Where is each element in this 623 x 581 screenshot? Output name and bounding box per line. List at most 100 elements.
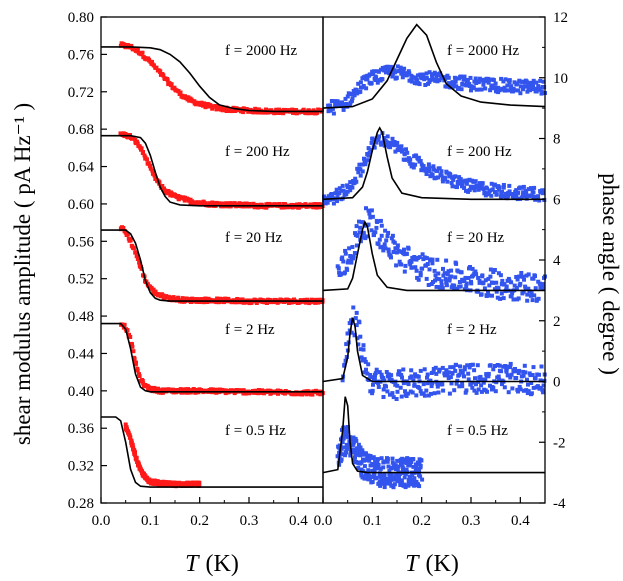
- data-point: [488, 383, 492, 388]
- data-point: [374, 225, 379, 230]
- data-point: [468, 75, 473, 80]
- data-point: [426, 283, 431, 287]
- data-point: [153, 289, 158, 294]
- data-point: [431, 167, 436, 172]
- data-point: [340, 255, 345, 260]
- data-point: [340, 452, 345, 457]
- data-point: [405, 150, 410, 155]
- data-point: [518, 91, 523, 96]
- data-point: [408, 157, 413, 162]
- data-point: [313, 300, 318, 305]
- data-point: [511, 89, 516, 94]
- data-point: [253, 388, 258, 393]
- data-point: [395, 383, 400, 388]
- data-point: [354, 224, 359, 229]
- data-point: [500, 382, 504, 387]
- fit-curve-left-3: [101, 322, 323, 393]
- data-point: [532, 293, 537, 298]
- data-point: [436, 390, 441, 395]
- data-point: [434, 74, 439, 79]
- data-point: [537, 198, 542, 203]
- fit-curve-left-0: [101, 46, 323, 113]
- data-point: [488, 363, 493, 368]
- data-point: [397, 369, 402, 374]
- left-y-tick-label: 0.48: [68, 309, 94, 325]
- data-point: [407, 457, 412, 462]
- data-point: [356, 466, 361, 470]
- data-point: [464, 83, 469, 88]
- data-point: [473, 269, 478, 274]
- data-point: [358, 347, 363, 352]
- data-point: [402, 269, 407, 274]
- data-point: [485, 186, 489, 191]
- data-point: [345, 94, 350, 99]
- data-point: [329, 99, 334, 103]
- data-point: [437, 166, 442, 171]
- data-point: [356, 442, 361, 447]
- data-point: [476, 183, 481, 188]
- data-point: [398, 385, 403, 390]
- data-point: [467, 365, 472, 370]
- data-point: [471, 179, 476, 184]
- data-point: [443, 277, 448, 281]
- fit-curve-right-3: [322, 317, 545, 383]
- data-point: [346, 258, 351, 263]
- data-point: [488, 88, 493, 93]
- data-point: [395, 467, 400, 472]
- data-point: [154, 65, 159, 70]
- data-point: [370, 480, 375, 484]
- data-point: [327, 197, 332, 202]
- data-point: [345, 189, 350, 194]
- right-series-label-20hz: f = 20 Hz: [447, 230, 505, 246]
- data-point: [464, 284, 469, 289]
- data-point: [365, 77, 370, 82]
- data-point: [326, 109, 331, 114]
- data-point: [370, 391, 375, 396]
- data-point: [440, 285, 445, 290]
- data-point: [494, 280, 499, 285]
- data-point: [521, 369, 526, 374]
- data-point: [451, 365, 456, 370]
- data-point: [434, 284, 439, 289]
- left-y-tick-label: 0.56: [68, 234, 95, 250]
- data-point: [461, 82, 466, 87]
- right-y-tick-label: 0: [553, 375, 561, 391]
- data-point: [440, 382, 445, 387]
- data-point: [274, 107, 279, 112]
- data-point: [492, 268, 497, 272]
- data-point: [358, 334, 363, 339]
- data-point: [358, 225, 363, 230]
- data-point: [397, 474, 401, 479]
- data-point: [515, 81, 520, 86]
- data-point: [510, 291, 515, 296]
- data-point: [130, 342, 134, 347]
- left-series-label-2hz: f = 2 Hz: [225, 322, 275, 338]
- data-point: [466, 276, 471, 280]
- data-point: [379, 223, 384, 228]
- data-point: [509, 294, 514, 299]
- data-point: [430, 257, 435, 262]
- data-point: [435, 381, 440, 386]
- data-point: [265, 110, 270, 115]
- data-point: [255, 110, 260, 115]
- data-point: [368, 373, 373, 377]
- data-point: [522, 277, 526, 282]
- data-point: [339, 188, 344, 193]
- data-point: [425, 372, 430, 377]
- data-point: [418, 159, 423, 163]
- data-point: [514, 285, 519, 290]
- data-point: [401, 466, 406, 471]
- data-point: [474, 382, 478, 387]
- data-point: [537, 372, 541, 377]
- data-point: [343, 453, 348, 458]
- data-point: [372, 233, 376, 238]
- data-point: [388, 392, 392, 397]
- data-point: [533, 274, 537, 278]
- data-point: [514, 376, 519, 380]
- data-point: [390, 233, 395, 238]
- data-point: [455, 185, 459, 190]
- data-point: [396, 464, 401, 469]
- data-point: [503, 364, 508, 368]
- right-ylabel: phase angle ( degree ): [598, 173, 623, 375]
- data-point: [510, 386, 515, 391]
